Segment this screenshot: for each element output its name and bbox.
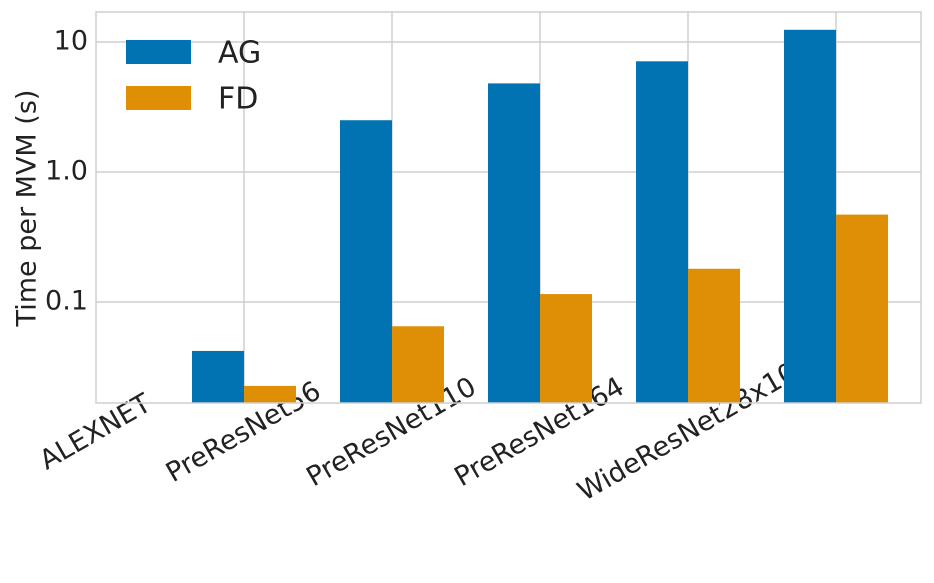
bar (192, 350, 244, 403)
bar (392, 326, 444, 403)
bar (836, 214, 888, 403)
bar (636, 61, 688, 403)
bar (340, 120, 392, 403)
y-tick-label: 1.0 (45, 155, 88, 186)
bar (784, 29, 836, 404)
legend-swatch (126, 86, 191, 110)
bar (488, 83, 540, 403)
legend-swatch (126, 40, 191, 64)
legend-label: AG (218, 36, 261, 71)
y-tick-label: 10 (54, 25, 88, 56)
y-axis-label: Time per MVM (s) (12, 90, 43, 328)
plot-frame (95, 11, 922, 404)
legend-label: FD (218, 82, 258, 117)
bar (688, 268, 740, 403)
y-tick-label: 0.1 (45, 285, 88, 316)
bar (244, 385, 296, 403)
bar (540, 294, 592, 403)
